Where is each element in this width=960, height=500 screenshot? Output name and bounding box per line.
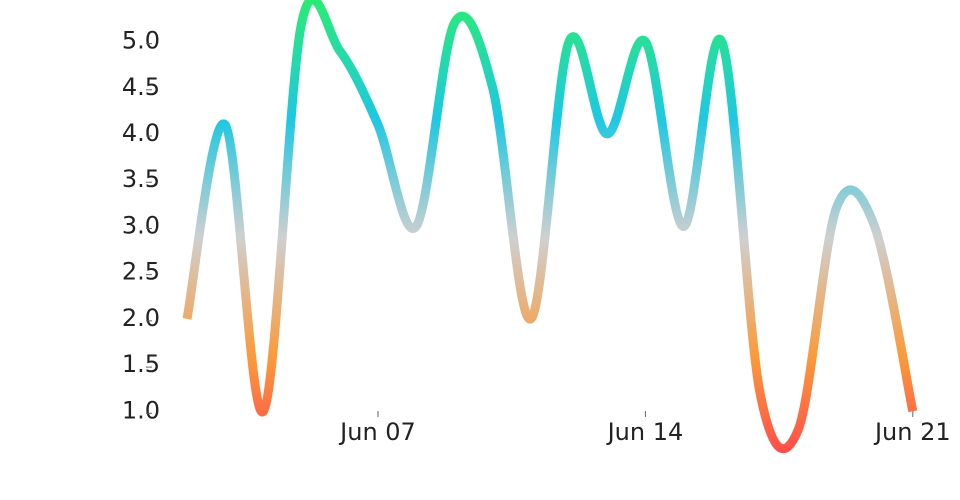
y-tick-label: 1.0 — [122, 396, 160, 424]
y-tick-label: 4.5 — [122, 73, 160, 101]
y-tick-label: 2.5 — [122, 258, 160, 286]
line — [182, 0, 918, 454]
y-tick-label: 1.5 — [122, 350, 160, 378]
x-tick-label: Jun 21 — [873, 418, 951, 446]
y-tick-label: 5.0 — [122, 27, 160, 55]
y-tick-label: 4.0 — [122, 119, 160, 147]
y-tick-label: 3.5 — [122, 165, 160, 193]
x-tick-label: Jun 14 — [606, 418, 684, 446]
y-tick-label: 2.0 — [122, 304, 160, 332]
y-tick-label: 3.0 — [122, 211, 160, 239]
x-tick-label: Jun 07 — [338, 418, 416, 446]
